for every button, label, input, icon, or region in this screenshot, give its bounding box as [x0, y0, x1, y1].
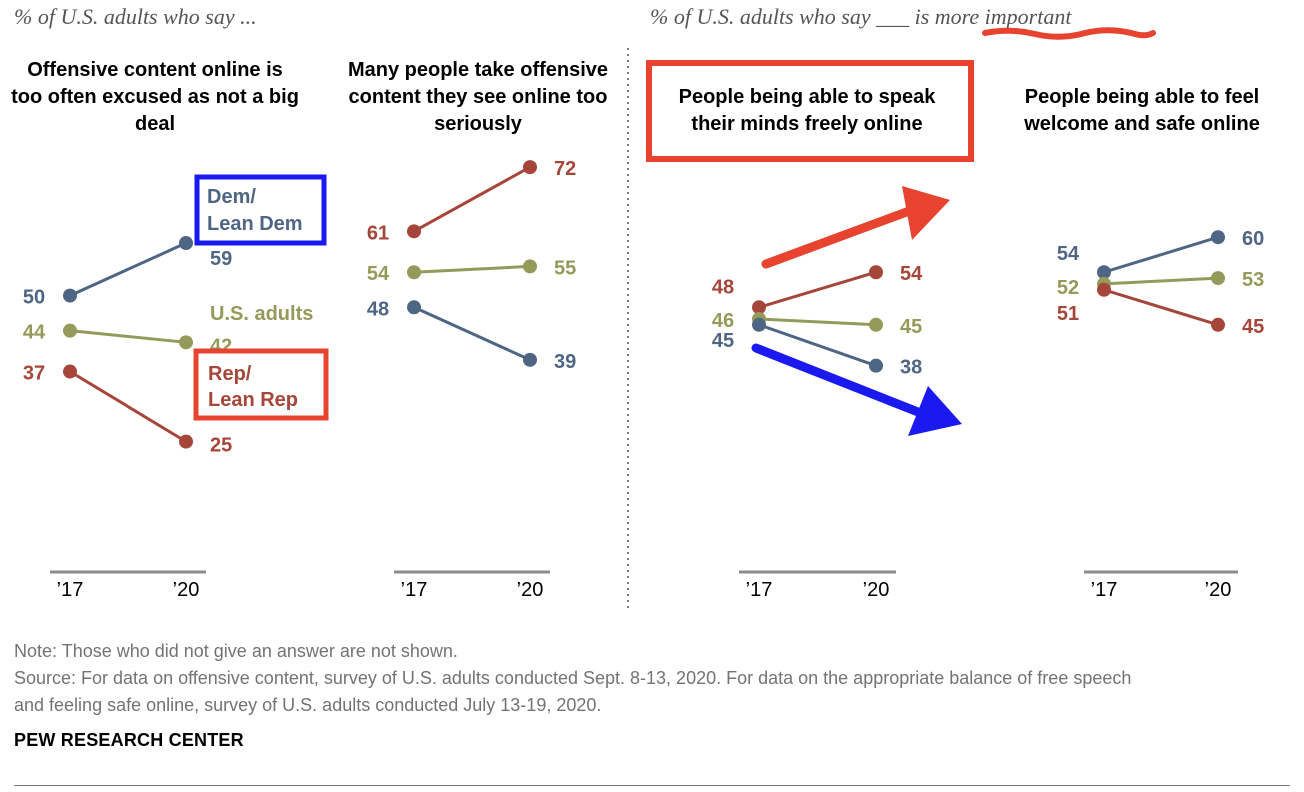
series-line-dem [758, 323, 877, 368]
legend-adults: U.S. adults [210, 303, 313, 325]
note-text: Note: Those who did not give an answer a… [14, 641, 458, 661]
data-point-rep [179, 434, 193, 449]
value-label: 44 [23, 322, 46, 344]
series-line-rep [413, 165, 531, 233]
data-point-dem [1211, 230, 1225, 245]
legend-dem-line2: Lean Dem [207, 213, 303, 235]
x-tick-label: ’20 [517, 579, 544, 601]
data-point-adults [523, 259, 537, 274]
annotation-arrow-red-head [902, 186, 950, 240]
data-point-dem [1097, 265, 1111, 280]
value-label: 50 [23, 287, 45, 309]
data-point-rep [752, 300, 766, 315]
annotation-box-dem [194, 174, 327, 246]
legend-rep-line2: Lean Rep [208, 389, 298, 411]
value-label: 51 [1057, 303, 1079, 325]
data-point-adults [63, 323, 77, 338]
source-line-2: and feeling safe online, survey of U.S. … [14, 695, 602, 715]
series-line-adults [1103, 276, 1219, 286]
data-point-dem [869, 358, 883, 373]
annotation-arrow-blue-shaft [751, 343, 923, 417]
value-label: 54 [1057, 243, 1080, 265]
value-label: 59 [210, 248, 232, 270]
data-point-adults [179, 335, 193, 350]
legend-dem-line1: Dem/ [207, 186, 256, 208]
value-label: 25 [210, 435, 232, 457]
x-tick-label: ’17 [1091, 579, 1118, 601]
notes-block: Note: Those who did not give an answer a… [14, 638, 1294, 719]
header-left: % of U.S. adults who say ... [14, 4, 257, 29]
value-label: 42 [210, 335, 232, 357]
data-point-rep [63, 364, 77, 379]
annotation-arrow-blue-head [908, 386, 962, 436]
panel-4-title: People being able to feel welcome and sa… [1024, 86, 1260, 135]
value-label: 45 [712, 330, 734, 352]
data-point-adults [1211, 271, 1225, 286]
series-line-adults [758, 317, 877, 327]
value-label: 46 [712, 310, 734, 332]
value-label: 61 [367, 222, 389, 244]
series-line-rep [1103, 288, 1219, 327]
x-tick-label: ’20 [173, 579, 200, 601]
value-label: 39 [554, 351, 576, 373]
value-label: 72 [554, 158, 576, 180]
data-point-rep [1211, 317, 1225, 332]
data-point-dem [63, 288, 77, 303]
value-label: 38 [900, 357, 922, 379]
panel-2-title: Many people take offensive content they … [347, 59, 609, 135]
chart-canvas: ’17 ’20 ’17 ’20 ’17 ’20 ’17 ’20 50 59 44 42 37 25 61 72… [23, 27, 1264, 608]
header-right: % of U.S. adults who say ___ is more imp… [650, 4, 1072, 29]
data-point-rep [407, 224, 421, 239]
annotation-arrow-red-shaft [761, 205, 917, 269]
x-tick-label: ’20 [1205, 579, 1232, 601]
x-tick-label: ’17 [401, 579, 428, 601]
panel-1-title: Offensive content online is too often ex… [11, 59, 299, 135]
brand-label: PEW RESEARCH CENTER [14, 730, 244, 750]
more-important-underline [982, 27, 1156, 40]
series-line-rep [69, 370, 187, 443]
data-point-adults [869, 317, 883, 332]
x-tick-label: ’17 [746, 579, 773, 601]
x-tick-label: ’17 [57, 579, 84, 601]
data-point-rep [1097, 282, 1111, 297]
series-line-dem [413, 305, 531, 362]
value-label: 45 [1242, 316, 1264, 338]
data-point-dem [752, 317, 766, 332]
data-point-rep [869, 265, 883, 280]
data-point-dem [179, 236, 193, 251]
series-line-adults [69, 329, 187, 344]
annotation-box-rep [193, 348, 329, 421]
x-tick-label: ’20 [863, 579, 890, 601]
value-label: 55 [554, 257, 576, 279]
bottom-divider [14, 785, 1290, 786]
series-line-dem [1103, 235, 1219, 274]
data-point-adults [407, 265, 421, 280]
value-label: 48 [367, 298, 389, 320]
data-point-dem [523, 352, 537, 367]
value-label: 37 [23, 363, 45, 385]
series-line-dem [69, 241, 187, 297]
source-line-1: Source: For data on offensive content, s… [14, 668, 1132, 688]
value-label: 54 [900, 263, 923, 285]
value-label: 54 [367, 263, 390, 285]
value-label: 52 [1057, 277, 1079, 299]
data-point-rep [523, 160, 537, 175]
annotation-box-speak [646, 60, 974, 162]
data-point-dem [407, 300, 421, 315]
value-label: 48 [712, 276, 734, 298]
value-label: 53 [1242, 269, 1264, 291]
panel-3-title: People being able to speak their minds f… [678, 86, 936, 135]
value-label: 45 [900, 316, 922, 338]
value-label: 60 [1242, 228, 1264, 250]
legend-rep-line1: Rep/ [208, 363, 252, 385]
series-line-adults [413, 264, 531, 274]
series-line-rep [758, 270, 877, 309]
